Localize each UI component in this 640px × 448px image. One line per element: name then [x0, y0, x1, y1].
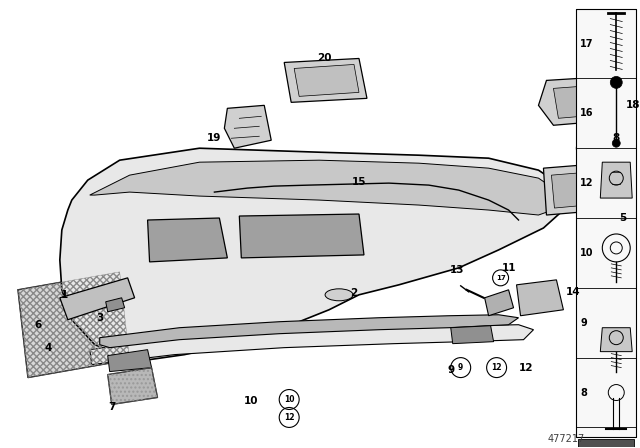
Text: 12: 12: [492, 363, 502, 372]
Text: 14: 14: [566, 287, 580, 297]
Polygon shape: [600, 162, 632, 198]
Polygon shape: [554, 83, 628, 118]
Polygon shape: [225, 105, 271, 148]
Text: 10: 10: [580, 248, 594, 258]
Text: 18: 18: [626, 100, 640, 110]
Text: 9: 9: [447, 365, 454, 375]
Polygon shape: [60, 278, 134, 320]
Text: 9: 9: [458, 363, 463, 372]
Text: 13: 13: [449, 265, 464, 275]
Polygon shape: [108, 349, 152, 371]
Polygon shape: [579, 439, 634, 448]
Text: 2: 2: [350, 288, 358, 298]
Ellipse shape: [325, 289, 353, 301]
Text: 8: 8: [584, 144, 589, 153]
Polygon shape: [484, 290, 513, 316]
Text: 17: 17: [496, 275, 506, 281]
Polygon shape: [106, 298, 125, 312]
Text: 9: 9: [580, 318, 587, 328]
Text: 11: 11: [501, 263, 516, 273]
Polygon shape: [90, 325, 534, 365]
Polygon shape: [543, 162, 628, 215]
Text: 10: 10: [244, 396, 259, 406]
Polygon shape: [148, 218, 227, 262]
Polygon shape: [294, 65, 359, 96]
Text: 5: 5: [620, 213, 627, 223]
Text: 15: 15: [352, 177, 366, 187]
Text: 8: 8: [612, 133, 620, 143]
Polygon shape: [538, 75, 636, 125]
Text: 20: 20: [317, 53, 332, 64]
Text: 16: 16: [580, 108, 594, 118]
Circle shape: [612, 139, 620, 147]
Polygon shape: [239, 214, 364, 258]
Text: 1: 1: [61, 290, 68, 300]
Text: 12: 12: [519, 362, 534, 373]
Polygon shape: [90, 160, 563, 215]
Text: 4: 4: [44, 343, 52, 353]
Text: 12: 12: [284, 413, 294, 422]
Text: 8: 8: [580, 388, 588, 397]
Text: 6: 6: [35, 320, 42, 330]
Text: 19: 19: [207, 133, 221, 143]
Text: 10: 10: [284, 395, 294, 404]
Polygon shape: [284, 59, 367, 102]
Polygon shape: [108, 368, 157, 405]
Polygon shape: [60, 148, 568, 360]
Polygon shape: [451, 326, 493, 344]
Text: 17: 17: [580, 39, 594, 48]
Polygon shape: [516, 280, 563, 316]
Text: 12: 12: [580, 178, 594, 188]
Polygon shape: [552, 170, 620, 208]
Bar: [577, 9, 636, 437]
Text: 3: 3: [96, 313, 103, 323]
Circle shape: [611, 77, 622, 88]
Text: 7: 7: [108, 402, 115, 413]
Polygon shape: [100, 315, 518, 348]
Polygon shape: [600, 327, 632, 352]
Polygon shape: [18, 272, 130, 378]
Text: 477217: 477217: [548, 435, 585, 444]
